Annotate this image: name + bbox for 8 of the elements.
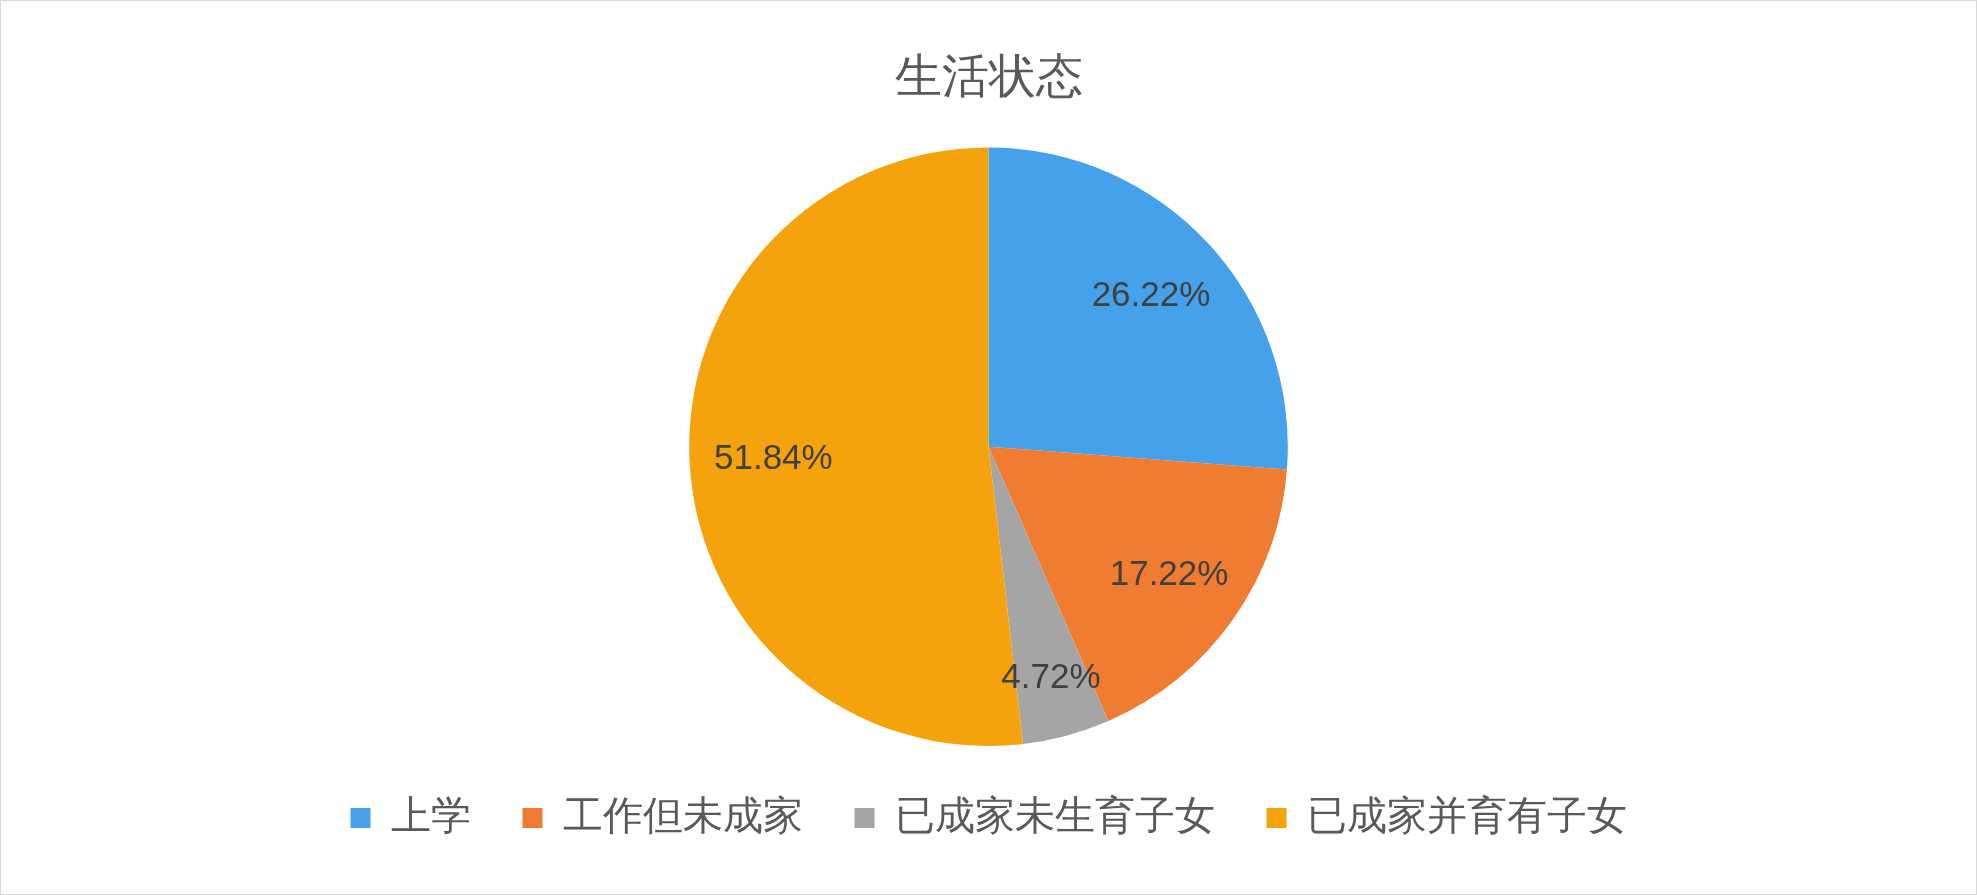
legend-label: 上学 [390, 792, 471, 838]
chart-title: 生活状态 [894, 49, 1083, 102]
legend-label: 已成家并育有子女 [1306, 792, 1627, 838]
data-label: 17.22% [1109, 552, 1229, 592]
legend-label: 工作但未成家 [562, 792, 803, 838]
data-label: 51.84% [714, 436, 833, 476]
data-label: 26.22% [1091, 273, 1211, 313]
legend-label: 已成家未生育子女 [894, 792, 1215, 838]
